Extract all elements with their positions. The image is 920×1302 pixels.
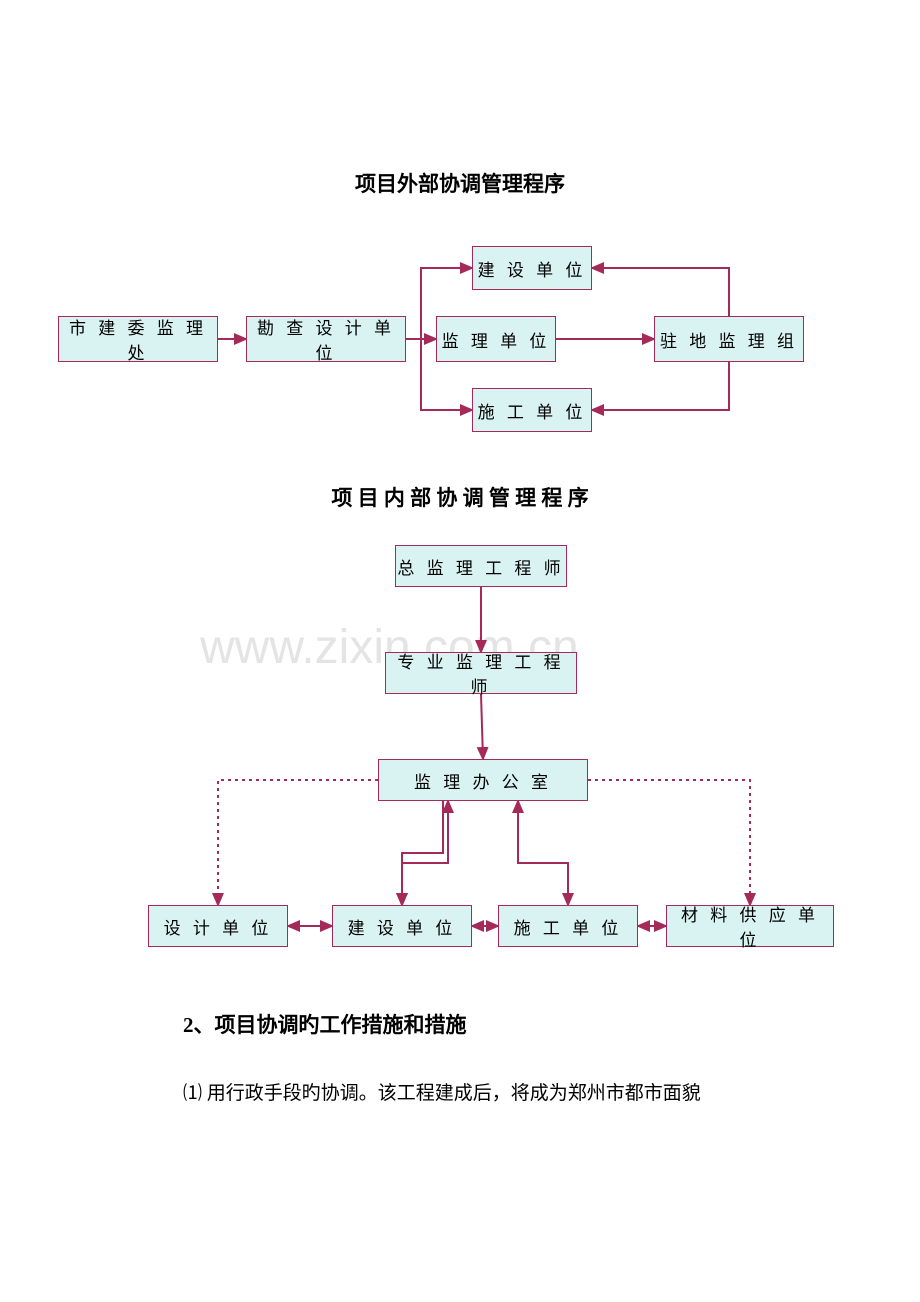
- node-external-6: 驻 地 监 理 组: [654, 316, 804, 362]
- node-external-4: 监 理 单 位: [436, 316, 556, 362]
- title-external: 项目外部协调管理程序: [0, 168, 920, 198]
- node-internal-2: 专 业 监 理 工 程 师: [385, 652, 577, 694]
- node-internal-1: 总 监 理 工 程 师: [395, 545, 567, 587]
- node-internal-7: 材 料 供 应 单 位: [666, 905, 834, 947]
- title-internal: 项 目 内 部 协 调 管 理 程 序: [0, 482, 920, 512]
- body-paragraph: ⑴ 用行政手段旳协调。该工程建成后，将成为郑州市都市面貌: [183, 1078, 701, 1105]
- node-internal-5: 建 设 单 位: [332, 905, 472, 947]
- node-internal-4: 设 计 单 位: [148, 905, 288, 947]
- node-external-5: 施 工 单 位: [472, 388, 592, 432]
- node-external-2: 勘 查 设 计 单 位: [246, 316, 406, 362]
- node-internal-6: 施 工 单 位: [498, 905, 638, 947]
- section-heading: 2、项目协调旳工作措施和措施: [183, 1009, 467, 1039]
- node-external-3: 建 设 单 位: [472, 246, 592, 290]
- node-internal-3: 监 理 办 公 室: [378, 759, 588, 801]
- node-external-1: 市 建 委 监 理 处: [58, 316, 218, 362]
